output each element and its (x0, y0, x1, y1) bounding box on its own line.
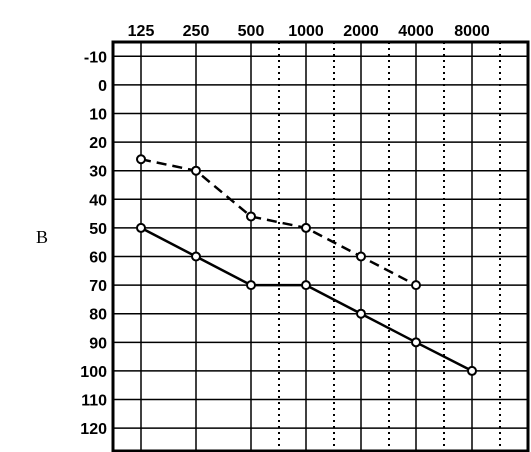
data-point-marker (246, 280, 256, 291)
y-tick-label: 110 (81, 393, 107, 410)
panel-label: B (36, 227, 48, 247)
data-point-marker (411, 337, 421, 348)
chart-grid (113, 42, 528, 451)
y-axis-tick-labels: -10 0 10 20 30 40 50 60 70 80 90 100 110 120 (80, 49, 107, 438)
y-tick-label: 10 (89, 107, 107, 124)
y-tick-label: 80 (89, 307, 107, 324)
x-tick-label: 8000 (454, 23, 490, 40)
y-tick-label: 70 (89, 278, 107, 295)
data-point-marker (191, 165, 201, 176)
data-point-marker (301, 222, 311, 233)
x-tick-label: 1000 (288, 23, 324, 40)
y-tick-label: 120 (80, 421, 107, 438)
data-point-marker (191, 251, 201, 262)
y-tick-label: 0 (98, 78, 107, 95)
y-tick-label: 90 (89, 335, 107, 352)
data-point-marker (467, 365, 477, 376)
data-point-marker (136, 154, 146, 165)
data-point-marker (136, 222, 146, 233)
data-point-marker (356, 308, 366, 319)
data-point-marker (356, 251, 366, 262)
data-point-marker (246, 211, 256, 222)
data-point-marker (301, 280, 311, 291)
x-tick-label: 500 (238, 23, 265, 40)
y-tick-label: 50 (89, 221, 107, 238)
y-tick-label: 40 (89, 192, 107, 209)
chart-series (136, 154, 477, 376)
y-tick-label: -10 (84, 49, 107, 66)
x-tick-label: 125 (128, 23, 155, 40)
data-point-marker (411, 280, 421, 291)
y-tick-label: 60 (89, 250, 107, 267)
x-tick-label: 2000 (343, 23, 379, 40)
x-tick-label: 4000 (398, 23, 434, 40)
y-tick-label: 20 (89, 135, 107, 152)
y-tick-label: 100 (80, 364, 107, 381)
x-axis-tick-labels: 125 250 500 1000 2000 4000 8000 (128, 23, 490, 40)
plot-frame (111, 40, 530, 452)
y-tick-label: 30 (89, 164, 107, 181)
x-tick-label: 250 (183, 23, 210, 40)
dashed-series-line (140, 158, 417, 287)
